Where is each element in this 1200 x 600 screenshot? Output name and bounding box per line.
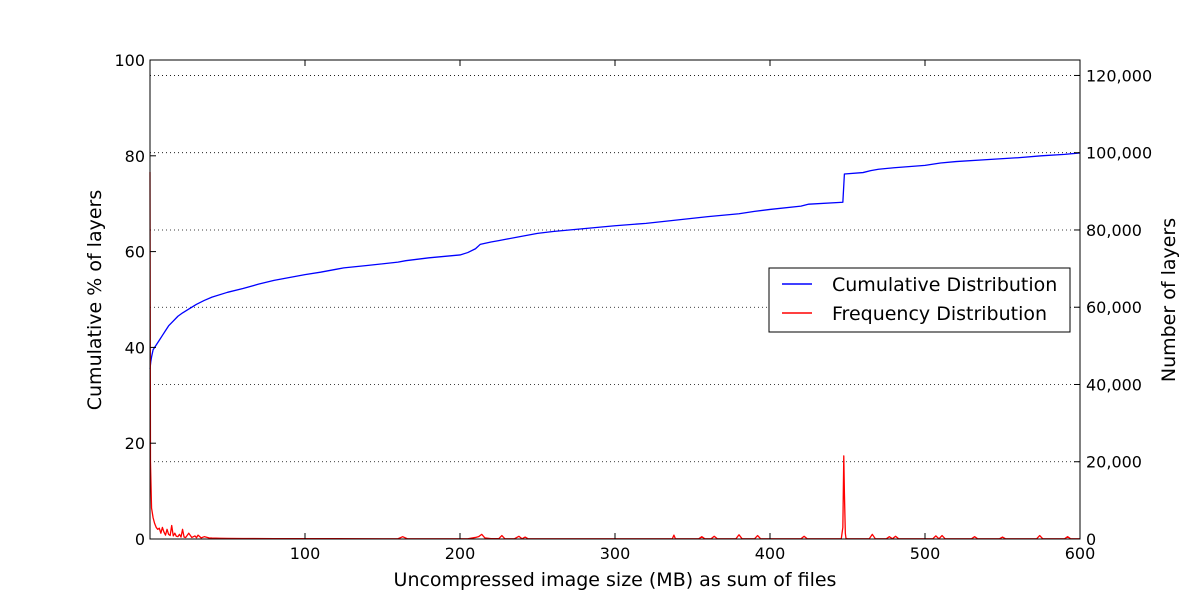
x-axis-title: Uncompressed image size (MB) as sum of f… bbox=[394, 569, 837, 591]
right-y-axis-title: Number of layers bbox=[1158, 218, 1180, 382]
right-y-axis-ticks: 0 20,000 40,000 60,000 80,000 100,000 120,000 bbox=[1074, 66, 1152, 549]
x-axis-ticks: 100 200 300 400 500 600 bbox=[290, 60, 1096, 563]
left-y-tick-label: 20 bbox=[125, 434, 145, 453]
left-y-tick-label: 100 bbox=[114, 51, 145, 70]
right-y-tick-label: 80,000 bbox=[1086, 221, 1142, 240]
right-y-tick-label: 40,000 bbox=[1086, 375, 1142, 394]
legend-label-cumulative: Cumulative Distribution bbox=[832, 274, 1057, 296]
legend-label-frequency: Frequency Distribution bbox=[832, 303, 1047, 325]
left-y-tick-label: 80 bbox=[125, 147, 145, 166]
frequency-distribution-line bbox=[149, 172, 1080, 540]
grid-lines bbox=[150, 75, 1080, 463]
left-y-axis-title: Cumulative % of layers bbox=[84, 190, 106, 411]
legend-box bbox=[768, 267, 1071, 333]
x-tick-label: 500 bbox=[910, 544, 941, 563]
x-tick-label: 600 bbox=[1065, 544, 1096, 563]
right-y-tick-label: 120,000 bbox=[1086, 66, 1152, 85]
left-y-axis-ticks: 0 20 40 60 80 100 bbox=[114, 51, 156, 549]
right-y-tick-label: 20,000 bbox=[1086, 453, 1142, 472]
series-layer bbox=[149, 152, 1081, 540]
left-y-tick-label: 60 bbox=[125, 243, 145, 262]
x-tick-label: 200 bbox=[445, 544, 476, 563]
right-y-tick-label: 0 bbox=[1086, 530, 1096, 549]
left-y-tick-label: 40 bbox=[125, 338, 145, 357]
right-y-tick-label: 60,000 bbox=[1086, 298, 1142, 317]
x-tick-label: 400 bbox=[755, 544, 786, 563]
x-tick-label: 300 bbox=[600, 544, 631, 563]
right-y-tick-label: 100,000 bbox=[1086, 144, 1152, 163]
legend: Cumulative Distribution Frequency Distri… bbox=[768, 267, 1071, 333]
cumulative-distribution-line bbox=[149, 152, 1081, 370]
x-tick-label: 100 bbox=[290, 544, 321, 563]
left-y-tick-label: 0 bbox=[135, 530, 145, 549]
